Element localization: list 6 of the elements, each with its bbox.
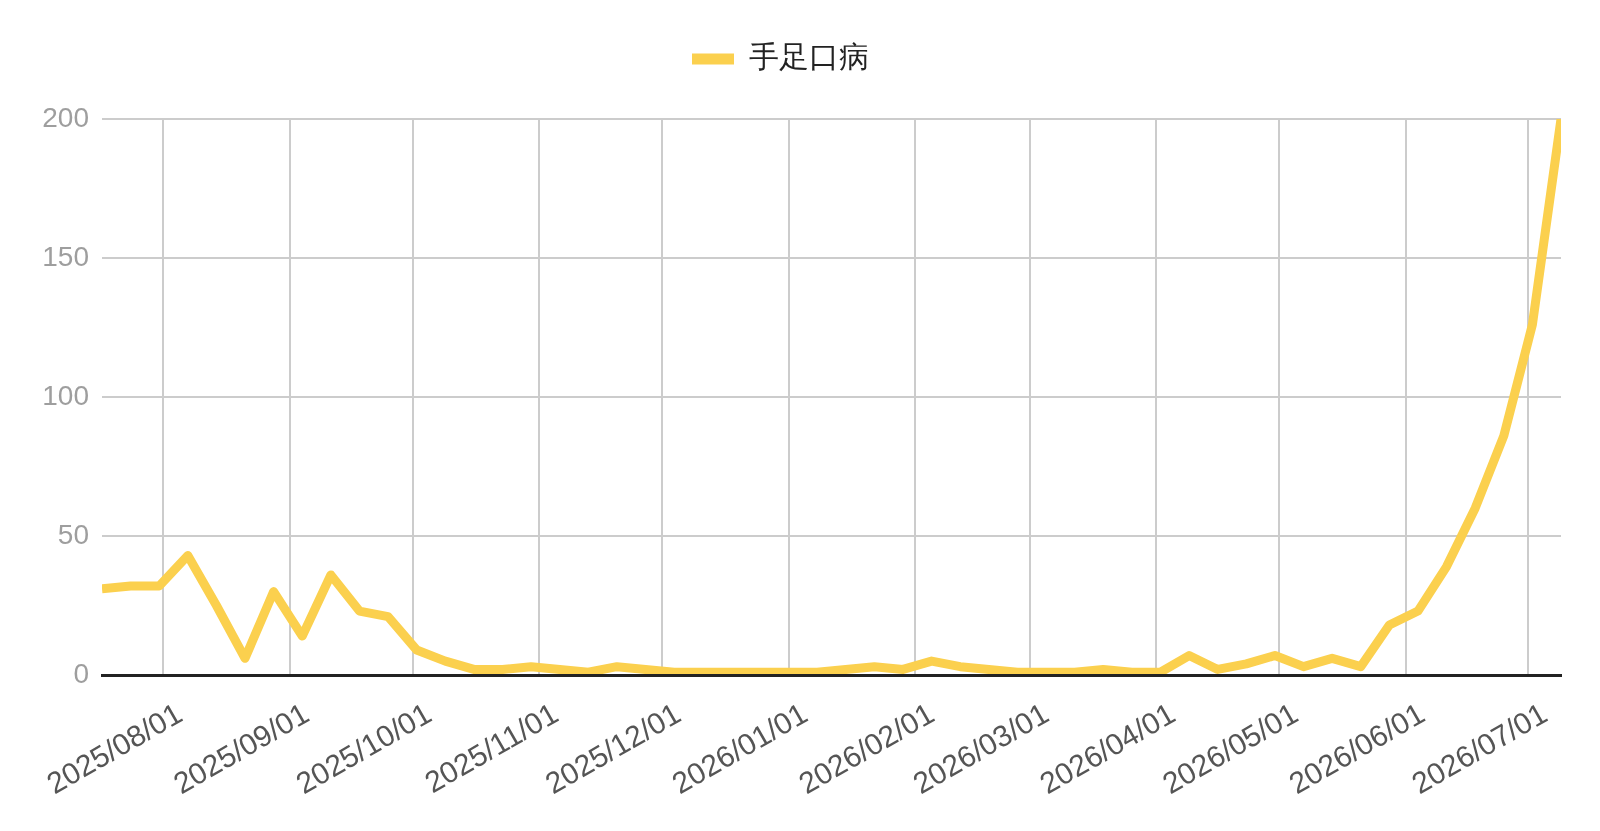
y-tick-label: 150 xyxy=(42,240,89,272)
y-tick-label: 100 xyxy=(42,379,89,411)
y-tick-label: 50 xyxy=(57,518,89,550)
y-tick-label: 0 xyxy=(73,657,89,689)
legend-label: 手足口病 xyxy=(749,40,869,74)
y-tick-label: 200 xyxy=(42,101,89,133)
